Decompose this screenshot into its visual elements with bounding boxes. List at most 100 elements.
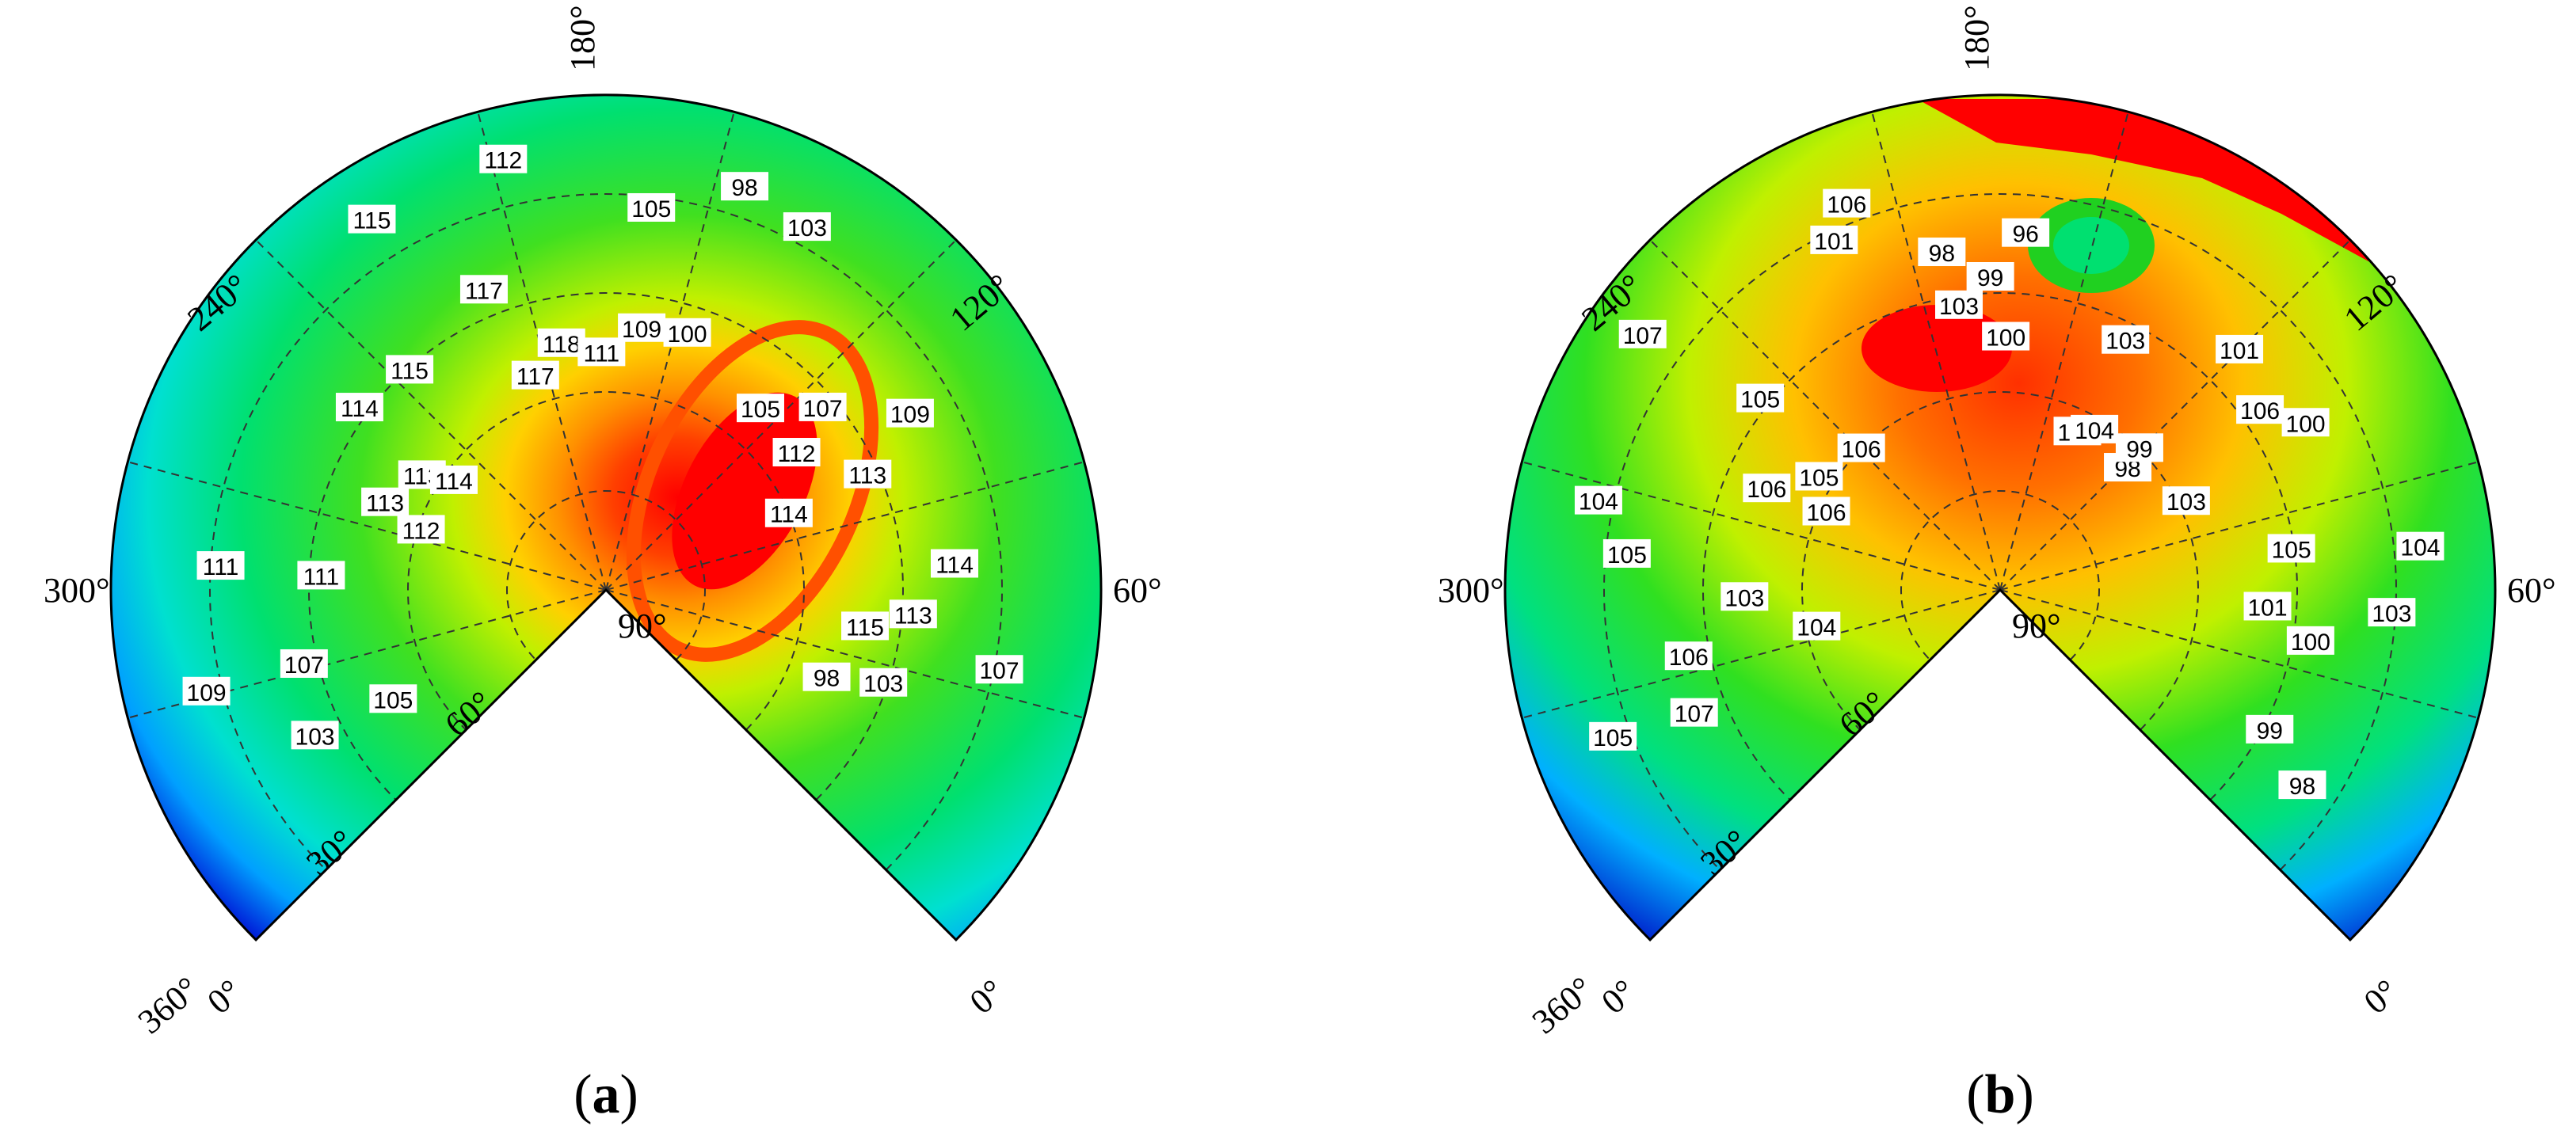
contour-value-label: 103 bbox=[2102, 325, 2150, 355]
svg-text:99: 99 bbox=[2257, 718, 2283, 744]
contour-value-label: 117 bbox=[459, 275, 508, 304]
angle-tick-label: 360° bbox=[1525, 969, 1601, 1041]
svg-text:106: 106 bbox=[1747, 477, 1786, 503]
svg-text:117: 117 bbox=[516, 364, 554, 390]
contour-band bbox=[626, 320, 879, 662]
contour-value-label: 105 bbox=[627, 192, 676, 223]
svg-text:101: 101 bbox=[1814, 229, 1854, 255]
grid-spoke bbox=[1999, 239, 2351, 591]
svg-text:104: 104 bbox=[2400, 535, 2440, 561]
grid-spoke bbox=[605, 589, 1084, 719]
svg-text:103: 103 bbox=[1724, 585, 1764, 611]
svg-text:112: 112 bbox=[778, 441, 816, 467]
contour-value-label: 107 bbox=[1670, 698, 1718, 728]
grid-ring bbox=[308, 292, 904, 801]
grid-ring bbox=[1900, 490, 2100, 661]
contour-value-label: 103 bbox=[859, 668, 908, 698]
contour-value-label: 112 bbox=[397, 515, 445, 544]
grid-ring bbox=[1702, 292, 2298, 801]
contour-labels: 1071061051041031041051061061071051051061… bbox=[1574, 188, 2445, 800]
svg-text:105: 105 bbox=[2272, 537, 2311, 563]
svg-text:105: 105 bbox=[741, 397, 780, 423]
svg-text:103: 103 bbox=[863, 671, 903, 698]
svg-text:104: 104 bbox=[1797, 615, 1836, 641]
svg-text:109: 109 bbox=[622, 317, 661, 343]
contour-value-label: 115 bbox=[386, 355, 434, 384]
wedge-outline bbox=[1503, 93, 2497, 942]
contour-value-label: 115 bbox=[348, 204, 396, 234]
wedge-outline bbox=[109, 93, 1103, 942]
svg-text:98: 98 bbox=[2289, 774, 2315, 800]
contour-value-label: 109 bbox=[618, 313, 666, 343]
grid-ring bbox=[1801, 391, 2199, 731]
svg-text:114: 114 bbox=[936, 552, 974, 578]
grid-spoke bbox=[1522, 589, 2001, 719]
contour-value-label: 104 bbox=[2396, 531, 2445, 561]
contour-value-label: 104 bbox=[1793, 611, 1841, 641]
contour-value-label: 114 bbox=[930, 549, 978, 578]
contour-value-label: 106 bbox=[1823, 188, 1871, 219]
svg-text:118: 118 bbox=[543, 332, 581, 358]
svg-text:113: 113 bbox=[848, 463, 886, 489]
contour-value-label: 101 bbox=[1810, 225, 1858, 255]
grid-spoke bbox=[128, 589, 607, 719]
contour-value-label: 111 bbox=[196, 551, 245, 580]
contour-value-label: 114 bbox=[429, 465, 478, 495]
svg-text:107: 107 bbox=[1623, 323, 1663, 349]
contour-value-label: 109 bbox=[886, 398, 934, 428]
svg-text:104: 104 bbox=[2075, 418, 2114, 444]
contour-value-label: 106 bbox=[2236, 395, 2284, 424]
contour-value-label: 103 bbox=[291, 721, 339, 750]
angle-tick-label: 0° bbox=[2357, 972, 2406, 1021]
svg-text:115: 115 bbox=[846, 614, 884, 641]
grid-spoke bbox=[1999, 589, 2479, 719]
grid-spoke bbox=[1999, 112, 2129, 591]
svg-text:105: 105 bbox=[631, 196, 671, 223]
contour-value-label: 104 bbox=[1574, 485, 1622, 515]
contour-value-label: 113 bbox=[844, 459, 892, 489]
svg-text:115: 115 bbox=[391, 358, 429, 384]
contour-value-label: 103 bbox=[1721, 582, 1769, 611]
contour-value-label: 107 bbox=[975, 655, 1023, 684]
angle-tick-label: 60° bbox=[2507, 571, 2556, 610]
svg-text:117: 117 bbox=[465, 278, 503, 304]
svg-text:114: 114 bbox=[770, 502, 808, 528]
svg-text:107: 107 bbox=[284, 652, 324, 679]
svg-text:100: 100 bbox=[2291, 630, 2330, 656]
svg-text:109: 109 bbox=[187, 680, 227, 706]
contour-value-label: 107 bbox=[1618, 319, 1667, 349]
contour-value-label: 103 bbox=[2162, 486, 2210, 515]
svg-text:109: 109 bbox=[890, 402, 930, 428]
contour-value-label: 105 bbox=[1795, 462, 1843, 491]
svg-text:106: 106 bbox=[1806, 500, 1846, 527]
angle-tick-label: 300° bbox=[44, 571, 110, 610]
svg-text:100: 100 bbox=[668, 321, 707, 348]
svg-text:106: 106 bbox=[1669, 645, 1709, 671]
svg-text:103: 103 bbox=[787, 215, 827, 242]
angle-tick-label: 360° bbox=[131, 969, 207, 1041]
grid-spoke bbox=[1522, 461, 2001, 591]
contour-value-label: 98 bbox=[721, 172, 769, 201]
contour-value-label: 113 bbox=[361, 487, 410, 517]
svg-text:112: 112 bbox=[402, 518, 440, 544]
angle-tick-label: 0° bbox=[200, 972, 249, 1021]
contour-value-label: 106 bbox=[1664, 641, 1713, 671]
contour-value-label: 104 bbox=[2071, 414, 2119, 444]
svg-text:111: 111 bbox=[203, 554, 239, 580]
contour-value-label: 111 bbox=[577, 337, 626, 367]
contour-value-label: 100 bbox=[2281, 408, 2330, 437]
svg-text:107: 107 bbox=[1675, 702, 1714, 728]
svg-text:105: 105 bbox=[1607, 542, 1647, 569]
svg-text:112: 112 bbox=[484, 148, 522, 174]
angle-tick-label: 90° bbox=[2012, 607, 2061, 645]
peak-region bbox=[1862, 305, 2012, 392]
contour-value-label: 101 bbox=[2216, 334, 2264, 364]
contour-value-label: 100 bbox=[2286, 626, 2334, 656]
contour-value-label: 106 bbox=[1743, 474, 1791, 503]
angle-tick-label: 180° bbox=[1957, 5, 1996, 71]
grid-ring bbox=[506, 489, 706, 661]
svg-text:100: 100 bbox=[2286, 411, 2326, 437]
contour-value-label: 96 bbox=[2002, 218, 2050, 248]
